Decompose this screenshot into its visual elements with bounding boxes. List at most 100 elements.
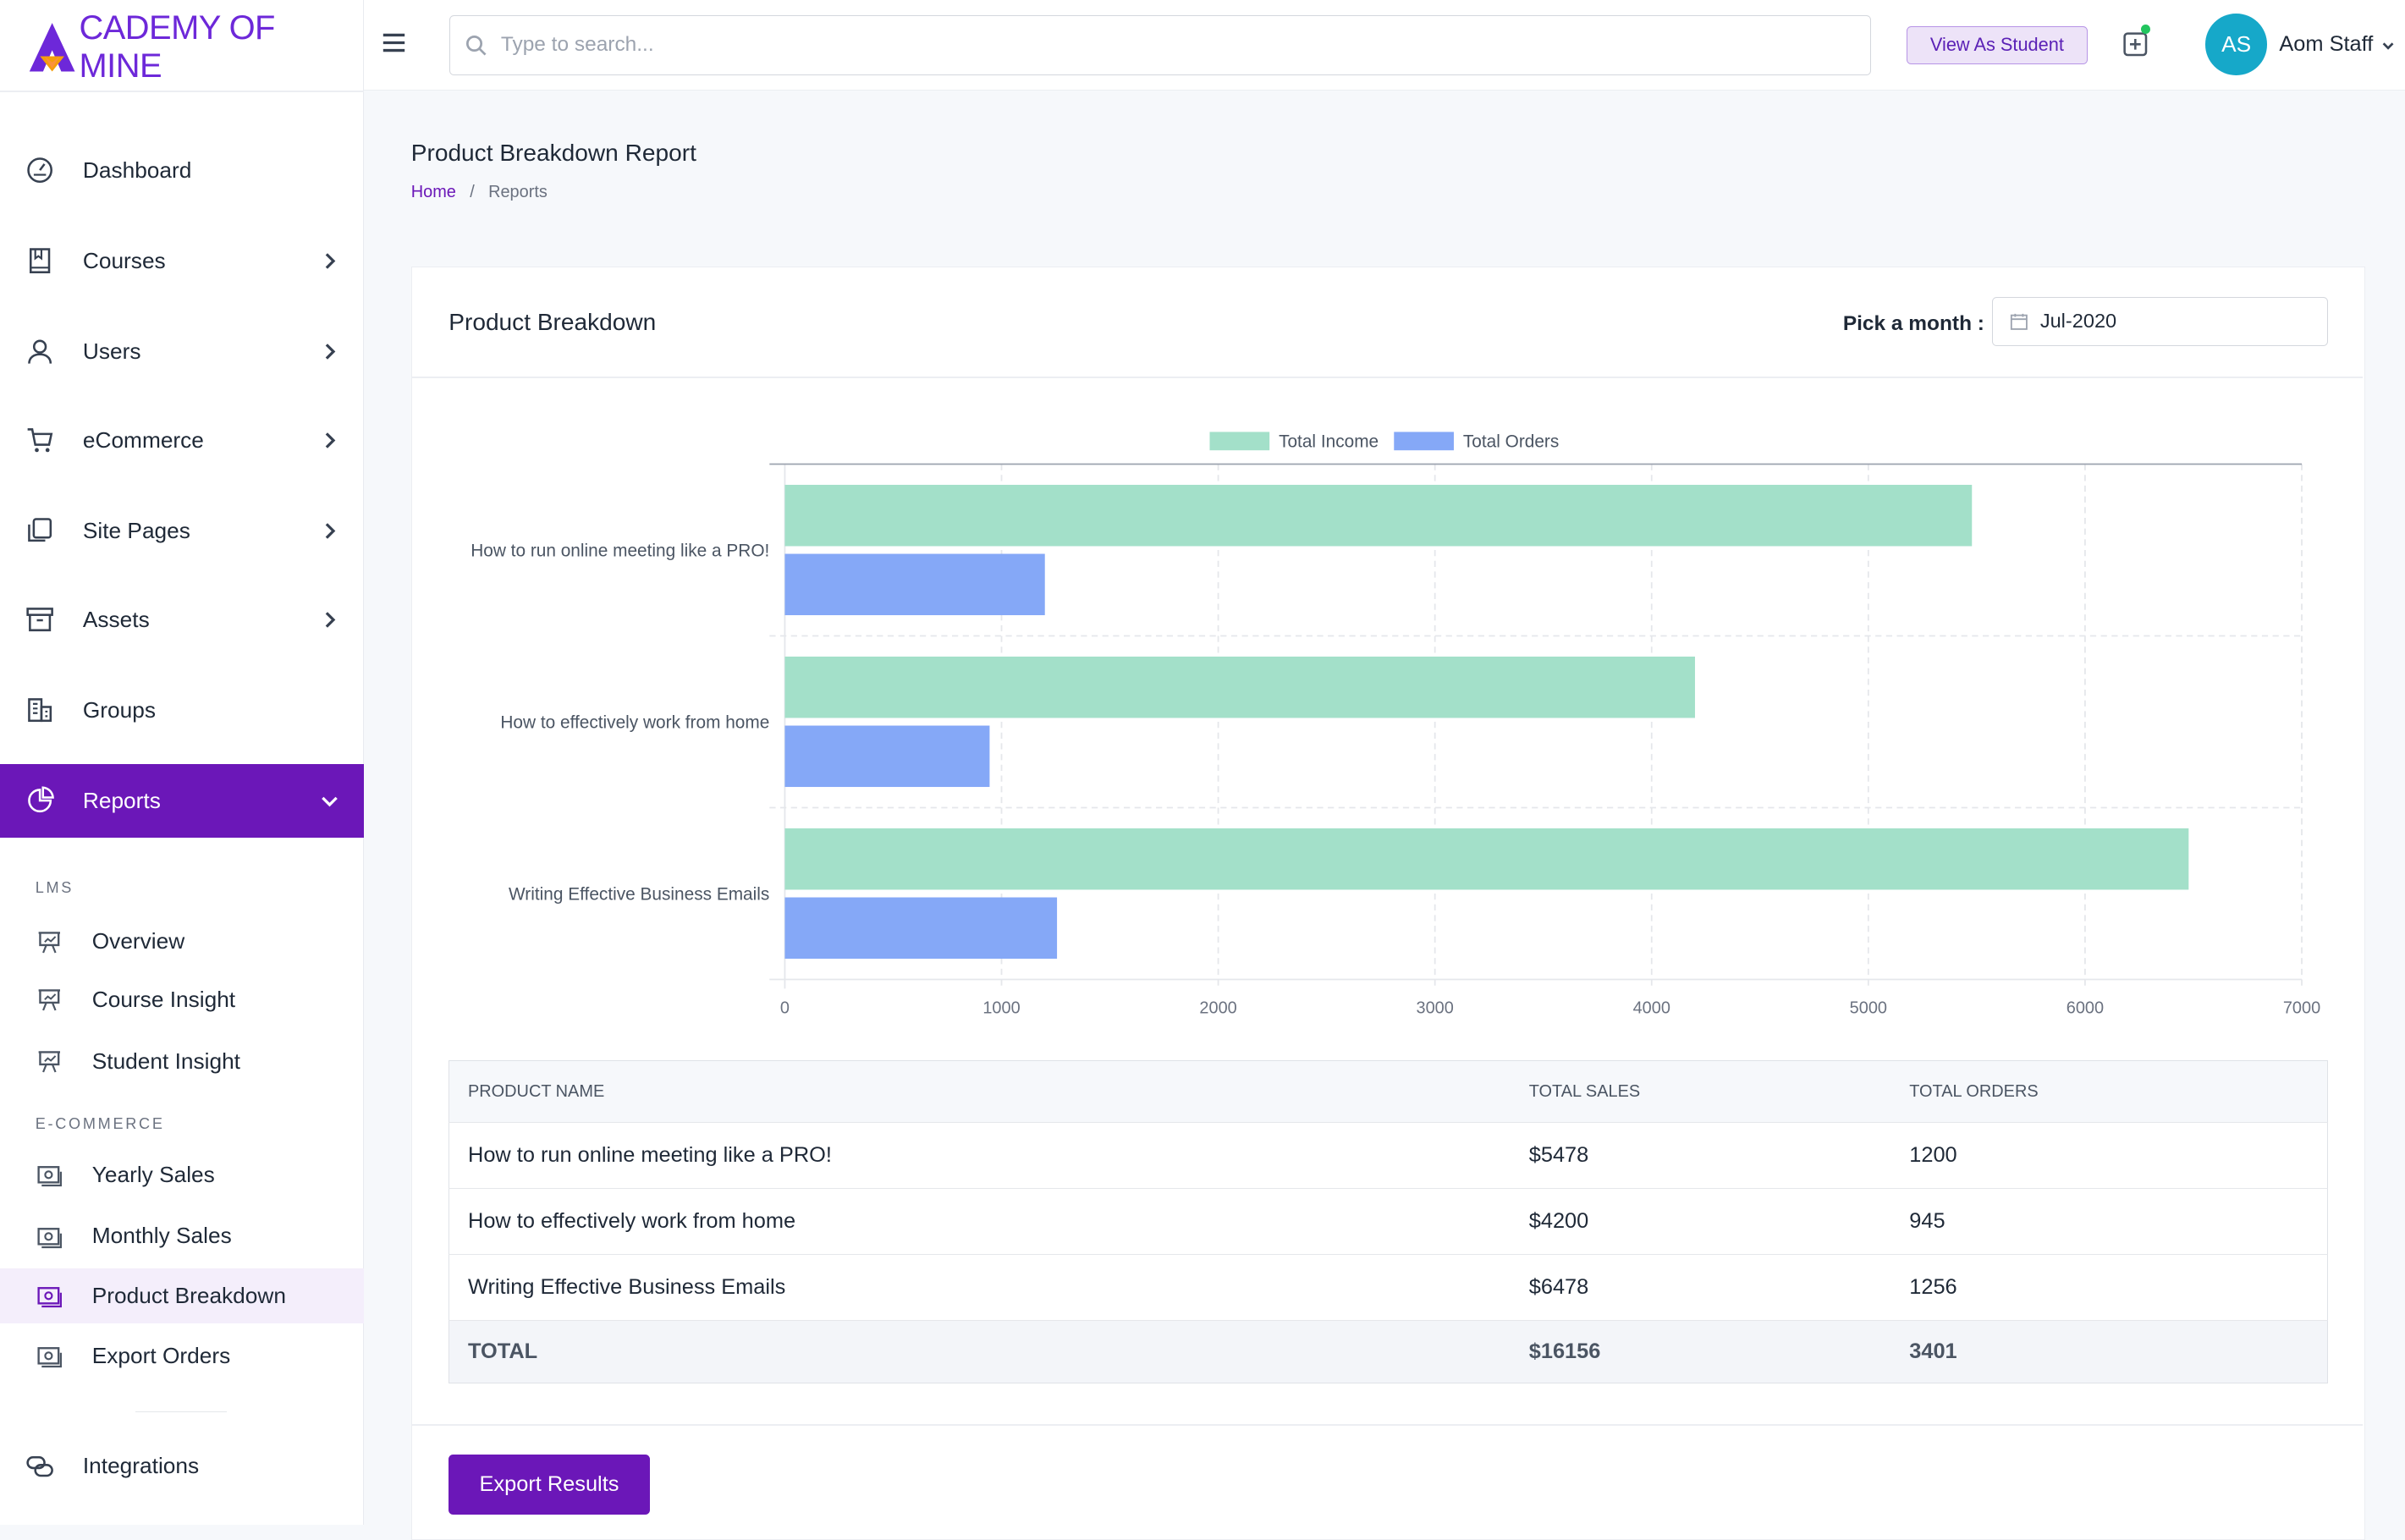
archive-icon: [26, 608, 53, 632]
cell-total-label: TOTAL: [449, 1320, 1511, 1383]
avatar[interactable]: AS: [2205, 14, 2267, 75]
cell-total-sales: $4200: [1511, 1188, 1891, 1255]
product-breakdown-chart: 0 1000 2000 3000 4000 5000 6000 7000 How to run …: [412, 378, 2364, 1022]
chart-x-tick-label: 0: [780, 998, 790, 1017]
chart-legend-label: Total Orders: [1463, 432, 1559, 451]
chart-x-tick-label: 1000: [982, 998, 1020, 1017]
user-name[interactable]: Aom Staff: [2279, 32, 2374, 57]
chart-bar: [784, 897, 1057, 959]
logo-icon: [29, 23, 75, 72]
table-row: How to run online meeting like a PRO! $5…: [449, 1122, 2328, 1189]
search-icon: [466, 35, 487, 56]
chevron-right-icon: [325, 611, 336, 628]
month-picker[interactable]: Jul-2020: [1991, 296, 2328, 346]
sidebar-subitem-student-insight[interactable]: Student Insight: [0, 1034, 364, 1089]
integrations-icon: [26, 1455, 53, 1477]
sidebar-item-assets[interactable]: Assets: [0, 583, 364, 657]
column-header-total-orders: TOTAL ORDERS: [1890, 1060, 2328, 1123]
academy-logo[interactable]: CADEMY OF MINE: [28, 9, 363, 85]
cell-total-sales: $6478: [1511, 1254, 1891, 1321]
table-total-row: TOTAL $16156 3401: [449, 1320, 2328, 1383]
chevron-right-icon: [325, 252, 336, 269]
chevron-right-icon: [325, 432, 336, 448]
column-header-total-sales: TOTAL SALES: [1511, 1060, 1891, 1123]
add-square-icon[interactable]: [2122, 30, 2149, 58]
cell-total-orders: 1200: [1890, 1122, 2328, 1189]
sidebar-item-label: Courses: [82, 247, 166, 273]
chart-x-tick-label: 2000: [1199, 998, 1236, 1017]
sidebar-subitem-label: Student Insight: [91, 1048, 240, 1074]
logo-divider: [0, 90, 364, 92]
money-icon: [37, 1166, 62, 1187]
sidebar-item-label: Site Pages: [82, 517, 190, 543]
hamburger-menu-icon[interactable]: [382, 30, 406, 55]
sidebar-subitem-export-orders[interactable]: Export Orders: [0, 1328, 364, 1383]
page-title: Product Breakdown Report: [410, 139, 696, 166]
sidebar-item-site-pages[interactable]: Site Pages: [0, 494, 364, 568]
sidebar-subitem-course-insight[interactable]: Course Insight: [0, 972, 364, 1027]
chart-bar: [784, 484, 1972, 547]
cell-total-orders-sum: 3401: [1890, 1320, 2328, 1383]
logo-text: CADEMY OF MINE: [79, 9, 276, 85]
cell-total-sales-sum: $16156: [1511, 1320, 1891, 1383]
pages-icon: [28, 518, 52, 542]
sidebar-subitem-label: Yearly Sales: [91, 1161, 215, 1187]
money-icon: [37, 1347, 62, 1368]
sidebar-item-dashboard[interactable]: Dashboard: [0, 134, 364, 207]
chart-bar: [784, 725, 990, 787]
product-table: PRODUCT NAME TOTAL SALES TOTAL ORDERS Ho…: [449, 1060, 2328, 1384]
money-icon: [37, 1227, 62, 1248]
lms-section-label: LMS: [35, 878, 74, 896]
chevron-right-icon: [325, 343, 336, 360]
sidebar-subitem-label: Monthly Sales: [91, 1223, 232, 1249]
presentation-icon: [38, 1051, 60, 1073]
chart-x-tick-label: 5000: [1849, 998, 1886, 1017]
sidebar-subitem-label: Overview: [91, 928, 185, 954]
cell-product-name: How to effectively work from home: [449, 1188, 1511, 1255]
view-as-student-button[interactable]: View As Student: [1906, 25, 2088, 65]
sidebar-separator: [135, 1411, 228, 1413]
chart-category-label: How to run online meeting like a PRO!: [471, 541, 769, 560]
topbar: View As Student AS Aom Staff: [363, 0, 2405, 91]
table-row: Writing Effective Business Emails $6478 …: [449, 1254, 2328, 1321]
sidebar-item-ecommerce[interactable]: eCommerce: [0, 404, 364, 477]
search-input[interactable]: [498, 31, 1848, 59]
chart-svg: 0 1000 2000 3000 4000 5000 6000 7000 How to run …: [471, 432, 2320, 1017]
ecommerce-section-label: E-COMMERCE: [35, 1114, 165, 1132]
breadcrumb-home-link[interactable]: Home: [410, 182, 456, 201]
sidebar-item-courses[interactable]: Courses: [0, 224, 364, 298]
sidebar-subitem-yearly-sales[interactable]: Yearly Sales: [0, 1147, 364, 1202]
search-box: [449, 15, 1872, 75]
card-footer-divider: [411, 1424, 2364, 1426]
sidebar-item-label: Reports: [82, 787, 161, 813]
sidebar-item-label: Users: [82, 338, 141, 364]
card-title: Product Breakdown: [449, 309, 657, 336]
column-header-product-name: PRODUCT NAME: [449, 1060, 1511, 1123]
export-results-button[interactable]: Export Results: [449, 1455, 650, 1515]
table-header-row: PRODUCT NAME TOTAL SALES TOTAL ORDERS: [449, 1060, 2328, 1123]
sidebar-item-groups[interactable]: Groups: [0, 674, 364, 747]
cell-product-name: Writing Effective Business Emails: [449, 1254, 1511, 1321]
sidebar-item-integrations[interactable]: Integrations: [0, 1429, 364, 1503]
sidebar-subitem-label: Course Insight: [91, 987, 236, 1013]
dashboard-icon: [27, 157, 52, 184]
money-icon: [37, 1287, 62, 1308]
book-icon: [29, 248, 51, 273]
sidebar-subitem-product-breakdown[interactable]: Product Breakdown: [0, 1268, 364, 1324]
sidebar-subitem-overview[interactable]: Overview: [0, 914, 364, 969]
pick-month-label: Pick a month :: [1842, 311, 1984, 335]
sidebar-subitem-label: Export Orders: [91, 1342, 231, 1368]
pie-chart-icon: [28, 786, 54, 813]
cell-total-orders: 1256: [1890, 1254, 2328, 1321]
breadcrumb-current: Reports: [488, 182, 548, 201]
chevron-down-icon[interactable]: [2380, 38, 2396, 53]
card-divider: [411, 377, 2364, 378]
chart-x-tick-label: 3000: [1416, 998, 1453, 1017]
sidebar-item-reports[interactable]: Reports: [0, 763, 364, 838]
sidebar-subitem-monthly-sales[interactable]: Monthly Sales: [0, 1208, 364, 1263]
chart-category-label: Writing Effective Business Emails: [509, 884, 769, 904]
sidebar-item-users[interactable]: Users: [0, 315, 364, 388]
chart-legend-swatch: [1209, 432, 1269, 451]
chart-category-label: How to effectively work from home: [500, 712, 769, 732]
breadcrumb: Home / Reports: [411, 183, 548, 202]
